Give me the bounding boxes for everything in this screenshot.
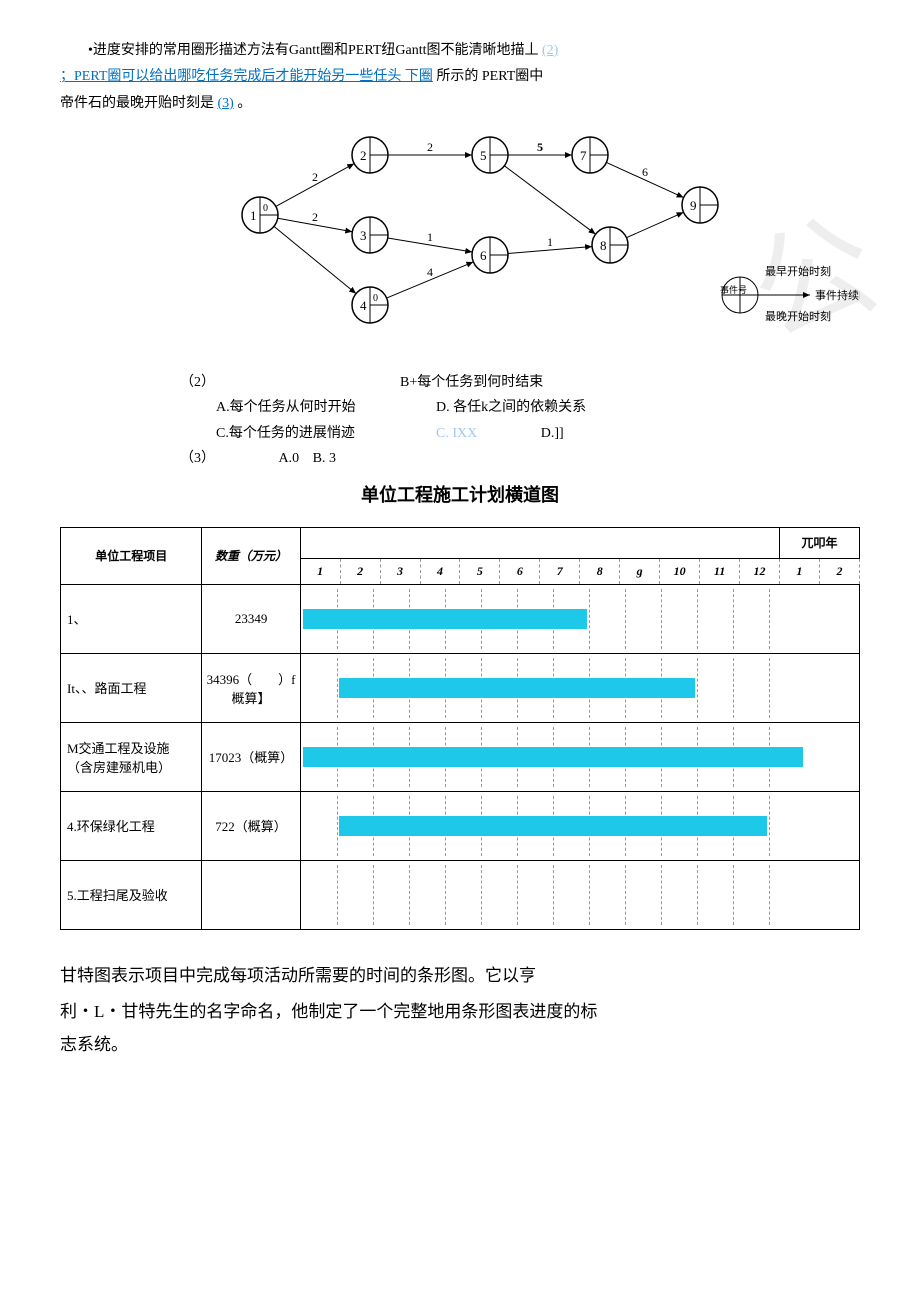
svg-text:事件持续时间: 事件持续时间 [815, 288, 860, 302]
pert-edge-label: 4 [427, 265, 433, 279]
intro-punct: 。 [237, 96, 251, 111]
gantt-row-amount: 722（概算） [202, 791, 300, 860]
pert-node-id: 5 [480, 148, 487, 163]
pert-node-id: 1 [250, 208, 257, 223]
pert-edge [274, 227, 356, 294]
gantt-row-label: 4.环保绿化工程 [61, 791, 202, 860]
gantt-body: 1、23349It、、路面工程34396（ ）f概算】M交通工程及设施（含房建殛… [61, 584, 860, 929]
footer-p1: 甘特图表示项目中完成每项活动所需要的时间的条形图。它以亨 [60, 960, 860, 992]
pert-edge [504, 166, 595, 234]
gantt-month-cell: 6 [500, 558, 540, 584]
gantt-chart: 单位工程项目 数重（万元） 兀叩年 12345678g10111212 1、23… [60, 527, 860, 930]
pert-node-id: 6 [480, 248, 487, 263]
gantt-month-cell: 10 [660, 558, 700, 584]
gantt-month-cell: 1 [300, 558, 340, 584]
gantt-month-cell: 2 [340, 558, 380, 584]
gantt-hdr-span [300, 527, 779, 558]
gantt-row: M交通工程及设施（含房建殛机电）17023（概箅） [61, 722, 860, 791]
gantt-hdr-amount: 数重（万元） [202, 527, 300, 584]
footer-paragraph: 甘特图表示项目中完成每项活动所需要的时间的条形图。它以亨 利・L・甘特先生的名字… [60, 960, 860, 1061]
gantt-bar-area [300, 584, 859, 653]
footer-p2: 利・L・甘特先生的名字命名，他制定了一个完整地用条形图表进度的标 [60, 996, 860, 1028]
gantt-month-cell: 2 [819, 558, 859, 584]
gantt-row: 1、23349 [61, 584, 860, 653]
gantt-hdr-year: 兀叩年 [779, 527, 859, 558]
q3-opt-c: C. IXX [436, 426, 477, 441]
q3-label: （3） [180, 451, 215, 466]
gantt-row-label: It、、路面工程 [61, 653, 202, 722]
gantt-row-amount: 17023（概箅） [202, 722, 300, 791]
q2-opt-a: A.每个任务从何时开始 [216, 400, 356, 415]
intro-line1: •进度安排的常用圈形描述方法有Gantt圈和PERT纽Gantt图不能清晰地描丄 [88, 43, 539, 58]
gantt-bar [303, 609, 587, 629]
pert-edge-label: 6 [642, 165, 648, 179]
intro-paragraph: •进度安排的常用圈形描述方法有Gantt圈和PERT纽Gantt图不能清晰地描丄… [60, 40, 860, 115]
intro-line2a: ；PERT圈可以给出哪吃任务完成后才能开始另一些任头 下圈 [60, 69, 433, 84]
gantt-row: It、、路面工程34396（ ）f概算】 [61, 653, 860, 722]
gantt-bar-area [300, 653, 859, 722]
blank-2: (3) [218, 96, 234, 111]
pert-node-id: 7 [580, 148, 587, 163]
gantt-month-cell: 4 [420, 558, 460, 584]
pert-node-id: 9 [690, 198, 697, 213]
gantt-month-cell: 11 [700, 558, 740, 584]
q2-label: （2） [180, 375, 215, 390]
gantt-row: 5.工程扫尾及验收 [61, 860, 860, 929]
pert-edge [626, 212, 683, 237]
gantt-month-cell: 7 [540, 558, 580, 584]
pert-svg: 22214516 10234056789 最早开始时刻 事件持续时间 最晚开始时… [220, 125, 860, 355]
pert-node-id: 2 [360, 148, 367, 163]
intro-line2b: 所示的 PERT圈中 [436, 69, 543, 84]
q2-opt-d: D. 各任k之间的依赖关系 [436, 400, 586, 415]
pert-node-id: 8 [600, 238, 607, 253]
gantt-title: 单位工程施工计划横道图 [60, 481, 860, 507]
question-options: （2） B+每个任务到何时结束 A.每个任务从何时开始 D. 各任k之间的依赖关… [180, 370, 860, 471]
gantt-bar-area [300, 722, 859, 791]
gantt-table: 单位工程项目 数重（万元） 兀叩年 12345678g10111212 1、23… [60, 527, 860, 930]
footer-p3: 志系统。 [60, 1029, 860, 1061]
gantt-row-label: 5.工程扫尾及验收 [61, 860, 202, 929]
gantt-row-label: M交通工程及设施（含房建殛机电） [61, 722, 202, 791]
svg-text:最晚开始时刻: 最晚开始时刻 [765, 309, 831, 323]
pert-edge-label: 5 [537, 140, 543, 154]
gantt-month-cell: 3 [380, 558, 420, 584]
gantt-month-cell: 8 [580, 558, 620, 584]
gantt-month-cell: 12 [740, 558, 780, 584]
gantt-bar-area [300, 791, 859, 860]
gantt-month-cell: 1 [779, 558, 819, 584]
gantt-bar [339, 678, 695, 698]
svg-text:最早开始时刻: 最早开始时刻 [765, 264, 831, 278]
pert-legend: 最早开始时刻 事件持续时间 最晚开始时刻 事件号 [720, 264, 860, 323]
gantt-row-amount: 34396（ ）f概算】 [202, 653, 300, 722]
gantt-row: 4.环保绿化工程722（概算） [61, 791, 860, 860]
blank-1: (2) [542, 43, 558, 58]
gantt-bar [303, 747, 803, 767]
pert-edge-label: 2 [312, 170, 318, 184]
pert-edge-label: 2 [312, 210, 318, 224]
pert-node-id: 4 [360, 298, 367, 313]
gantt-bar [339, 816, 767, 836]
gantt-month-cell: g [620, 558, 660, 584]
intro-line3: 帝件石的最晚开贻时刻是 [60, 96, 214, 111]
gantt-row-amount: 23349 [202, 584, 300, 653]
q2-opt-c: C.每个任务的进展悄迹 [216, 426, 355, 441]
q3-opt-d: D.]] [541, 426, 564, 441]
gantt-bar-area [300, 860, 859, 929]
q2-opt-b: B+每个任务到何时结束 [400, 375, 543, 390]
q3-opt-b: B. 3 [313, 451, 336, 466]
pert-edge-label: 1 [427, 230, 433, 244]
pert-node-id: 3 [360, 228, 367, 243]
svg-text:事件号: 事件号 [720, 284, 747, 295]
gantt-hdr-project: 单位工程项目 [61, 527, 202, 584]
gantt-row-label: 1、 [61, 584, 202, 653]
gantt-month-cell: 5 [460, 558, 500, 584]
svg-text:0: 0 [373, 293, 378, 304]
pert-edge-label: 2 [427, 140, 433, 154]
q3-opt-a: A.0 [279, 451, 300, 466]
svg-text:0: 0 [263, 203, 268, 214]
pert-edge-label: 1 [547, 235, 553, 249]
gantt-row-amount [202, 860, 300, 929]
pert-diagram: 22214516 10234056789 最早开始时刻 事件持续时间 最晚开始时… [220, 125, 860, 360]
